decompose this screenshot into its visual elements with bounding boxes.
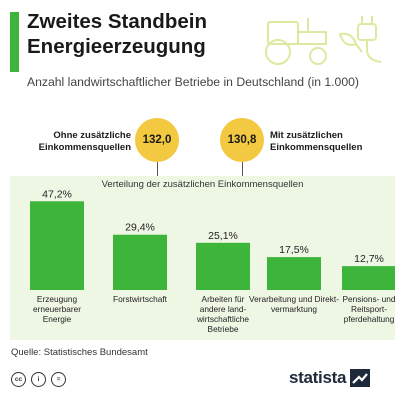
tractor-icon [265,18,327,65]
category-label-2: Forstwirtschaft [113,294,168,304]
category-label-5: Pensions- und Reitsport-pferdehaltung [342,294,395,324]
logo-mark-icon [350,369,371,387]
connector-line [242,162,243,178]
connector-line [157,162,158,178]
bar-chart: 47,2% Erzeugung erneuerbarer Energie 29,4% Fo… [30,188,395,334]
equals-icon[interactable]: = [51,372,66,387]
value-label-2: 29,4% [125,222,155,234]
category-label-1: Erzeugung erneuerbarer Energie [33,294,81,324]
without-income-value: 132,0 [135,118,179,162]
by-icon[interactable]: i [31,372,46,387]
bar-1 [30,201,84,290]
chart-subtitle: Anzahl landwirtschaftlicher Betriebe in … [27,75,359,89]
plug-icon [338,16,382,63]
value-label-1: 47,2% [42,188,72,200]
value-label-3: 25,1% [208,230,238,242]
panel-title: Verteilung der zusätzlichen Einkommensqu… [101,179,304,190]
tractor-plug-illustration [265,16,382,65]
bar-5 [342,266,395,290]
license-icons: cc i = [11,372,66,387]
accent-bar [10,12,19,72]
value-label-4: 17,5% [279,244,309,256]
with-income-value: 130,8 [220,118,264,162]
value-label-5: 12,7% [354,253,384,265]
category-label-4: Verarbeitung und Direkt-vermarktung [249,294,339,314]
bar-3 [196,242,250,290]
category-label-3: Arbeiten für andere land-wirtschaftliche B… [196,294,249,334]
without-income-label: Ohne zusätzliche Einkommensquellen [38,130,131,153]
source-note: Quelle: Statistisches Bundesamt [11,347,148,358]
bar-2 [113,234,167,290]
with-income-label: Mit zusätzlichen Einkommensquellen [270,130,363,153]
statista-logo[interactable]: statista [289,368,371,388]
chart-title: Zweites Standbein Energieerzeugung [27,10,207,58]
bar-4 [267,257,321,290]
cc-icon[interactable]: cc [11,372,26,387]
logo-text: statista [289,368,347,387]
